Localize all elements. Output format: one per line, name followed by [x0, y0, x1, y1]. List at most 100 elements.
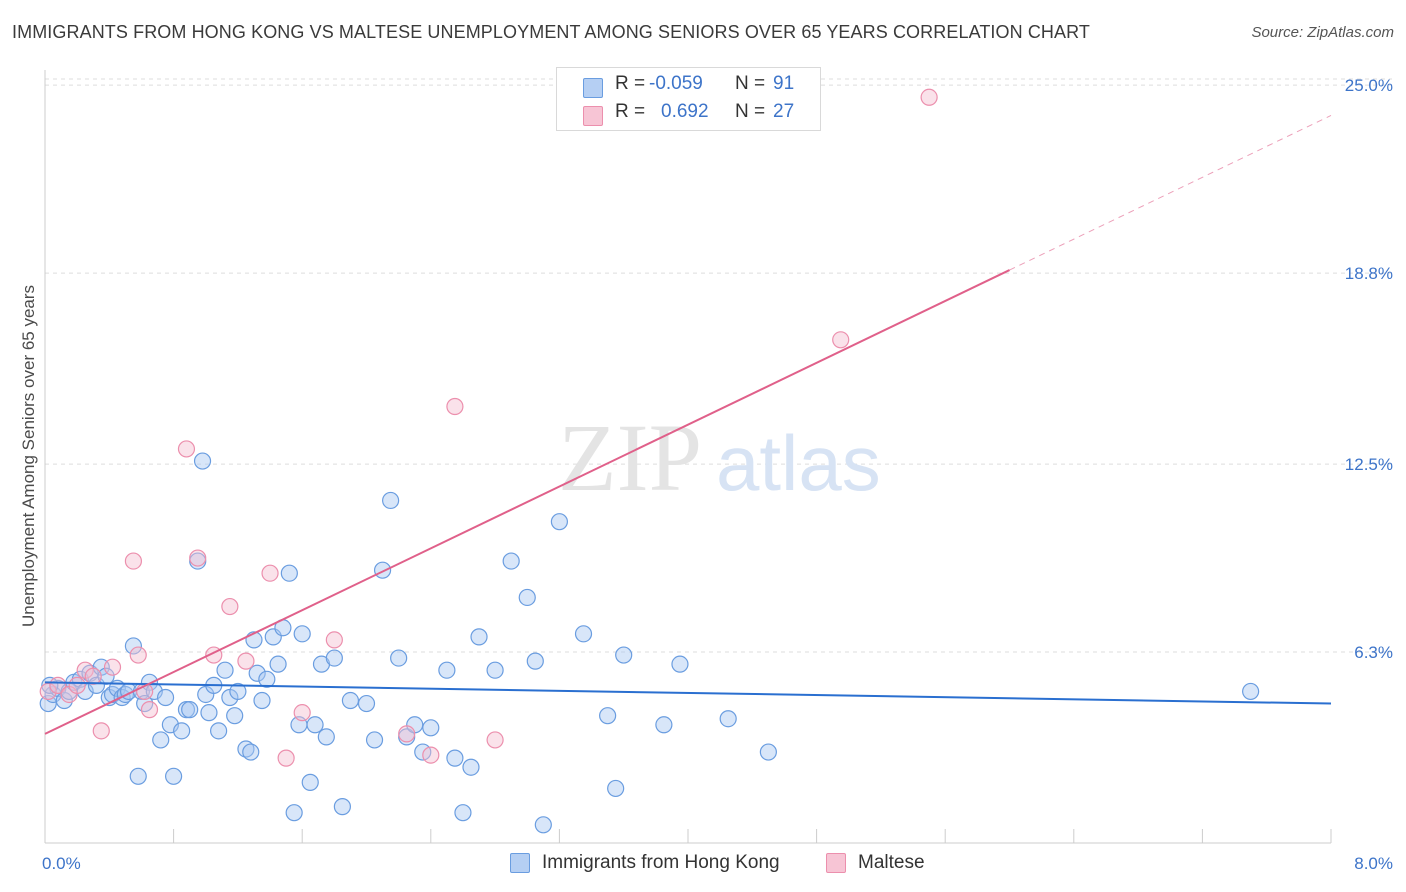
point-hong-kong [124, 637, 143, 655]
watermark-zip: ZIP [558, 404, 702, 511]
point-hong-kong [229, 682, 247, 701]
point-hong-kong [615, 646, 633, 664]
legend-r-value: 0.692 [661, 101, 709, 122]
point-maltese [177, 440, 196, 458]
point-hong-kong [357, 694, 376, 713]
point-hong-kong [446, 749, 464, 767]
point-maltese [221, 597, 239, 616]
point-hong-kong [454, 804, 472, 822]
legend-swatch-blue [583, 78, 603, 98]
axes [44, 70, 1332, 844]
legend-row-hong-kong: R = -0.059 N = 91 [557, 73, 820, 101]
legend-n-label: N = [735, 101, 766, 122]
point-hong-kong [671, 655, 689, 673]
point-hong-kong [210, 722, 228, 740]
point-hong-kong [200, 704, 218, 722]
point-maltese [920, 88, 938, 106]
point-hong-kong [534, 816, 552, 834]
point-maltese [92, 722, 110, 740]
point-hong-kong [242, 743, 260, 761]
legend-swatch-pink [583, 106, 603, 126]
gridlines [45, 78, 1392, 653]
bottom-swatch-blue [510, 853, 530, 873]
trend-line-maltese [44, 269, 1010, 735]
point-maltese [129, 646, 147, 664]
point-hong-kong [382, 491, 400, 510]
bottom-legend-label: Immigrants from Hong Kong [542, 852, 780, 873]
point-hong-kong [599, 707, 617, 725]
point-hong-kong [438, 661, 456, 679]
series-maltese-points [39, 88, 938, 767]
point-hong-kong [373, 561, 392, 579]
point-hong-kong [317, 728, 335, 746]
point-maltese [293, 704, 311, 722]
legend-n-value: 27 [773, 101, 795, 122]
legend-r-value: -0.059 [649, 73, 703, 94]
point-hong-kong [269, 655, 287, 673]
point-hong-kong [607, 779, 625, 798]
point-hong-kong [181, 701, 199, 719]
point-hong-kong [253, 691, 271, 710]
point-hong-kong [759, 743, 777, 761]
point-hong-kong [193, 452, 212, 470]
point-hong-kong [655, 716, 673, 734]
stats-legend: R = -0.059 N = 91 R = 0.692 N = 27 [556, 67, 821, 131]
y-axis-label: Unemployment Among Seniors over 65 years [19, 285, 38, 627]
x-tick-label: 0.0% [42, 854, 81, 873]
point-hong-kong [502, 552, 520, 570]
point-maltese [124, 552, 143, 570]
point-maltese [277, 749, 295, 767]
point-hong-kong [550, 513, 569, 531]
point-maltese [325, 631, 343, 649]
point-hong-kong [306, 716, 324, 734]
point-maltese [237, 652, 255, 670]
x-tick-labels: 0.0% 8.0% [42, 854, 1393, 873]
point-hong-kong [216, 661, 234, 679]
y-tick-label: 25.0% [1345, 76, 1393, 95]
point-maltese [68, 676, 86, 694]
trend-line-hong-kong [44, 681, 1332, 705]
point-hong-kong [156, 688, 175, 707]
point-maltese [398, 725, 416, 743]
point-hong-kong [518, 588, 536, 607]
point-hong-kong [301, 773, 319, 791]
point-hong-kong [258, 670, 276, 688]
point-hong-kong [285, 804, 303, 822]
point-hong-kong [226, 707, 244, 725]
legend-n-label: N = [735, 73, 766, 94]
point-hong-kong [422, 719, 440, 737]
point-maltese [84, 667, 102, 685]
point-hong-kong [333, 798, 351, 816]
bottom-legend-label: Maltese [858, 852, 925, 873]
legend-row-maltese: R = 0.692 N = 27 [557, 101, 820, 129]
point-hong-kong [293, 625, 311, 643]
point-hong-kong [486, 661, 504, 679]
point-hong-kong [365, 731, 384, 749]
trend-line-maltese-extension [1009, 115, 1332, 271]
legend-r-label: R = [615, 101, 646, 122]
point-maltese [832, 331, 850, 349]
point-hong-kong [237, 740, 255, 758]
point-hong-kong [248, 664, 266, 682]
point-hong-kong [341, 691, 360, 710]
point-maltese [422, 746, 440, 764]
trend-lines [44, 115, 1332, 735]
y-tick-label: 12.5% [1345, 455, 1393, 474]
watermark-atlas: atlas [716, 419, 881, 507]
source-label: Source: ZipAtlas.com [1251, 24, 1394, 41]
legend-n-value: 91 [773, 73, 795, 94]
point-hong-kong [173, 722, 191, 740]
point-hong-kong [1242, 682, 1260, 701]
legend-r-label: R = [615, 73, 646, 94]
point-maltese [189, 549, 207, 567]
watermark: ZIP atlas [558, 404, 881, 511]
point-hong-kong [390, 649, 408, 667]
bottom-swatch-pink [826, 853, 846, 873]
point-hong-kong [470, 628, 488, 646]
point-hong-kong [165, 767, 183, 785]
point-hong-kong [152, 731, 170, 749]
point-maltese [49, 676, 67, 694]
point-maltese [486, 731, 504, 749]
point-hong-kong [129, 767, 147, 785]
point-maltese [140, 701, 159, 719]
